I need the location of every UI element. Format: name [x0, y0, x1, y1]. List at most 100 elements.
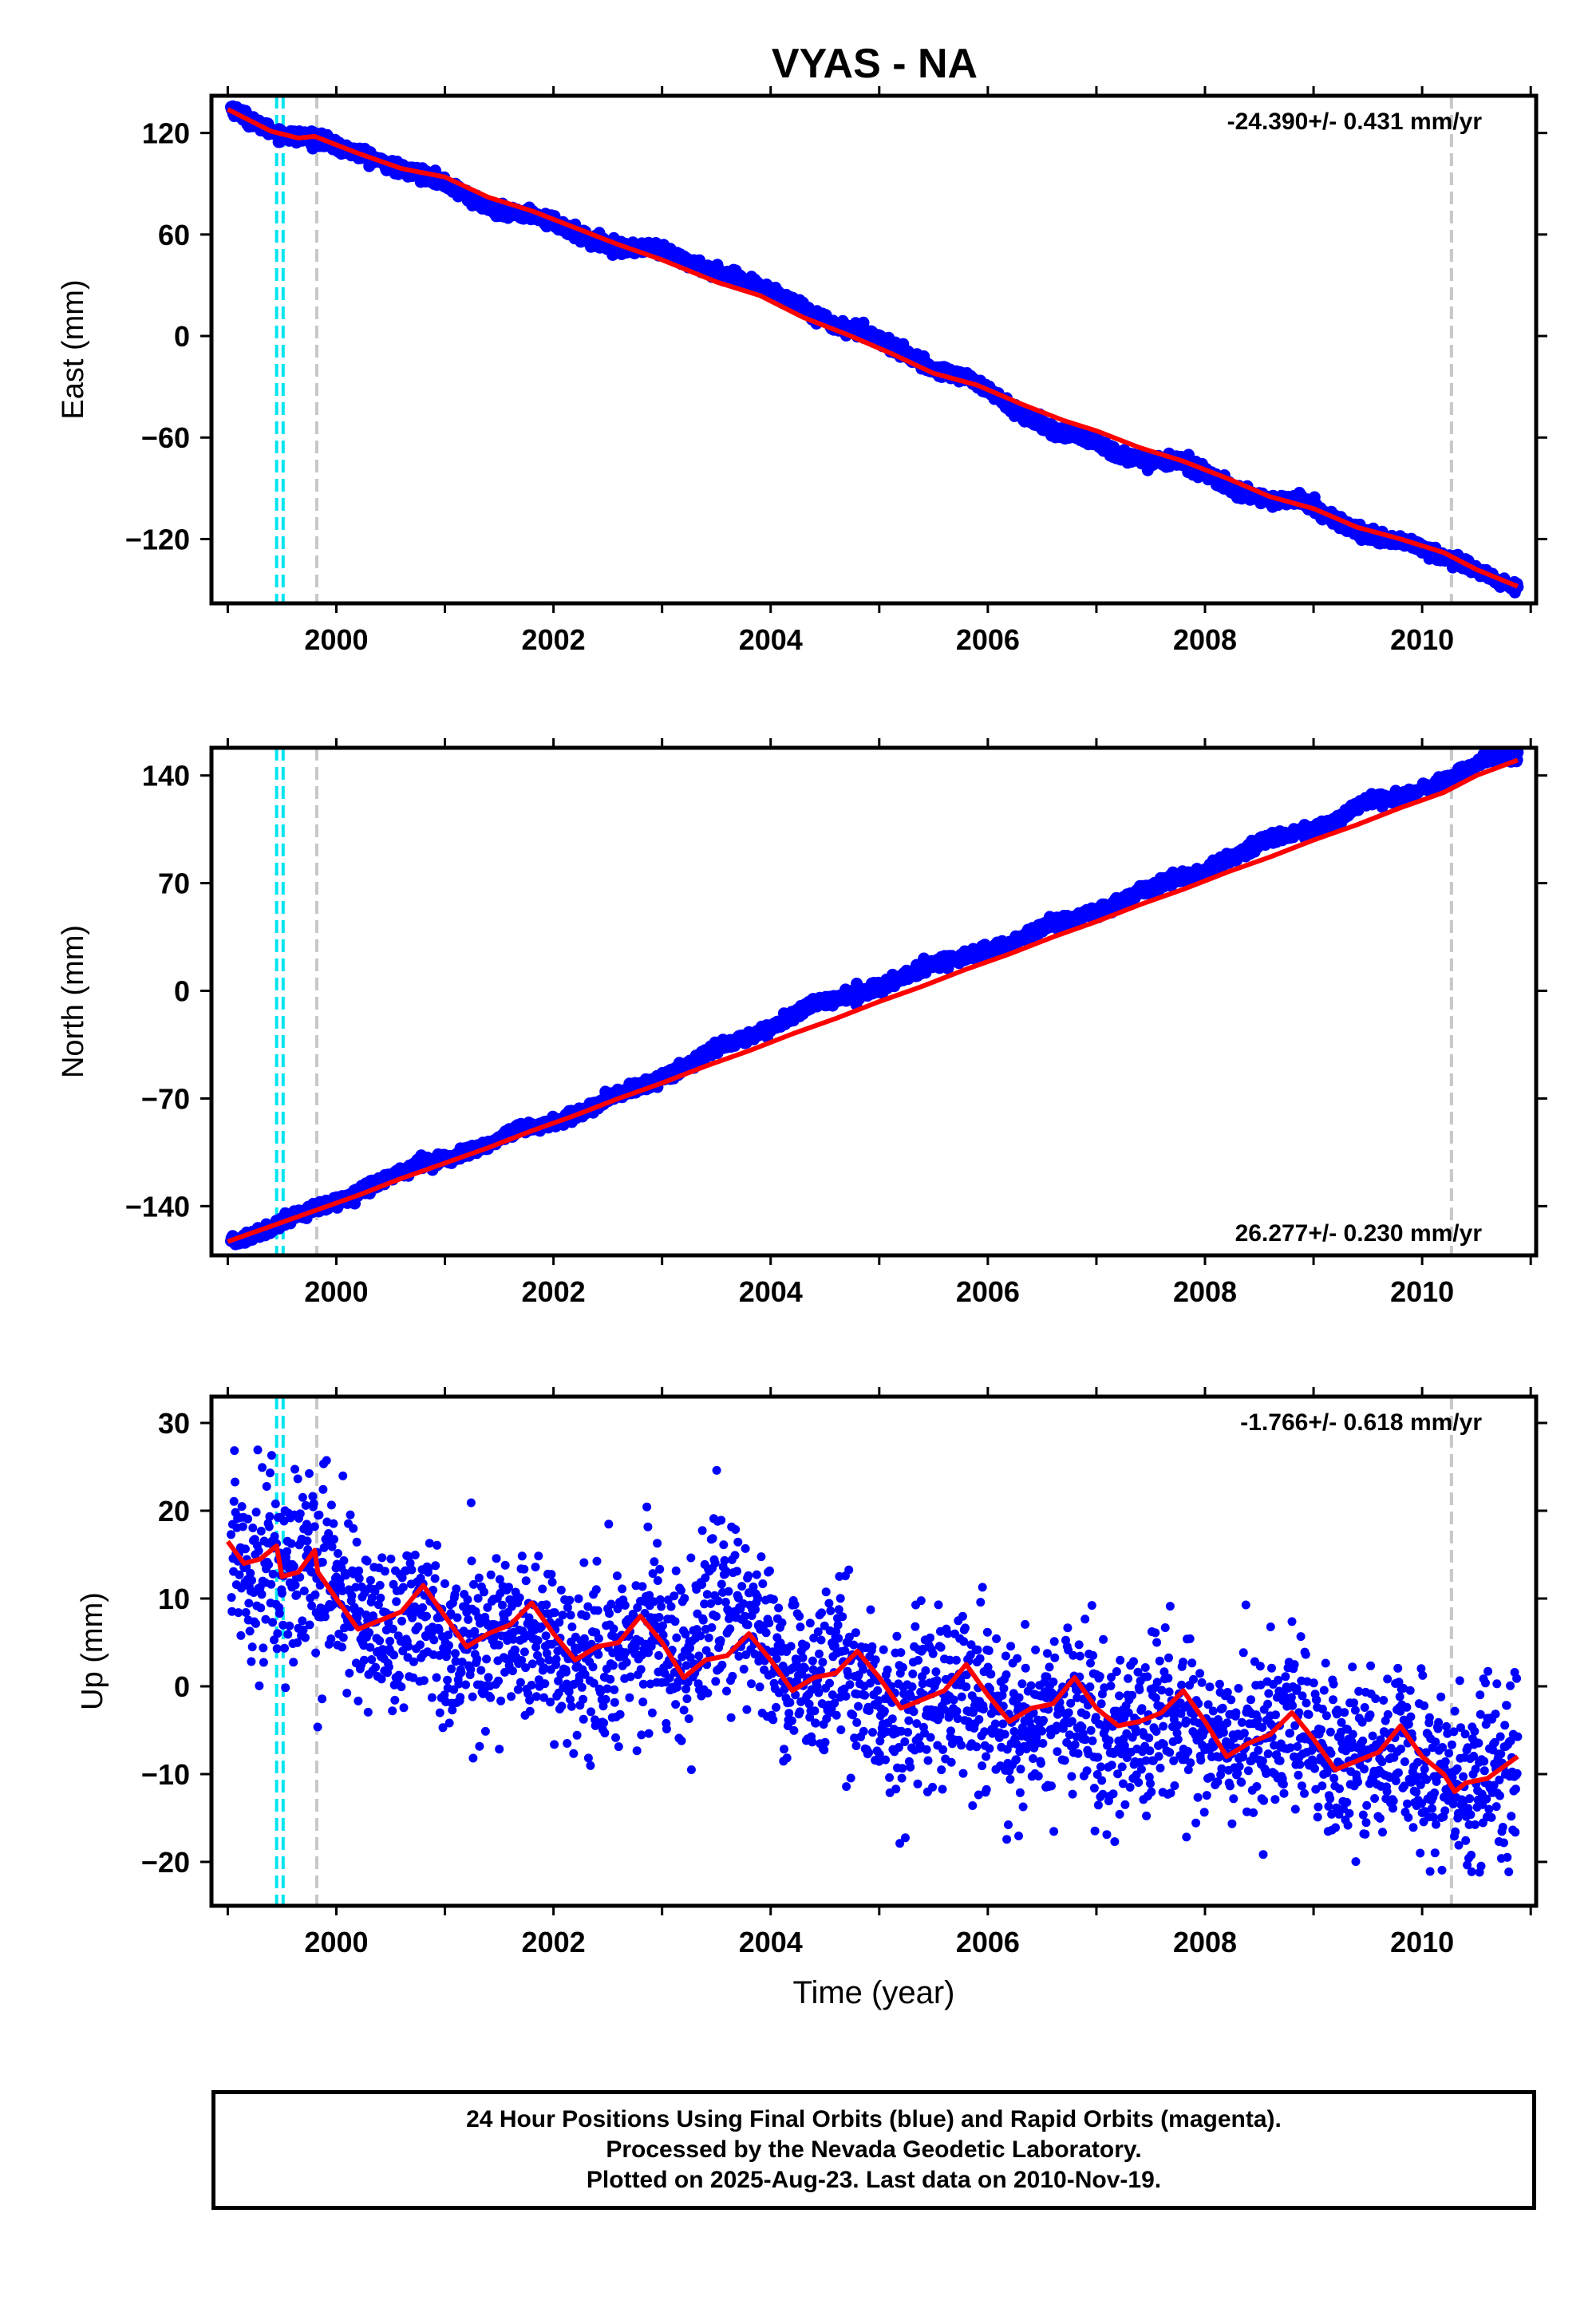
position-point: [245, 1626, 255, 1636]
y-tick-label: 60: [158, 219, 190, 251]
daily-positions: [227, 1445, 1523, 1877]
position-point: [318, 1558, 327, 1567]
position-point: [315, 1580, 325, 1590]
y-axis-label: North (mm): [57, 925, 90, 1078]
position-point: [265, 1512, 275, 1521]
position-point: [308, 1492, 318, 1501]
position-point: [289, 1658, 298, 1667]
position-point: [329, 1519, 338, 1528]
y-tick-label: −70: [141, 1082, 190, 1115]
position-point: [318, 1694, 327, 1704]
x-tick-label: 2000: [304, 1275, 368, 1308]
position-point: [261, 1614, 271, 1624]
position-point: [299, 1587, 309, 1595]
position-point: [354, 1696, 363, 1705]
position-point: [309, 1499, 318, 1508]
position-point: [313, 1722, 322, 1732]
position-point: [334, 1549, 342, 1558]
up-panel: 2000 2002 2004 2006 2008 20103020100−10−20Up …: [76, 1387, 1547, 2010]
position-point: [231, 1477, 239, 1487]
x-tick-label: 2008: [1173, 623, 1237, 656]
position-point: [303, 1545, 313, 1555]
position-point: [267, 1451, 276, 1460]
position-point: [257, 1590, 267, 1599]
position-point: [298, 1616, 307, 1626]
position-point: [311, 1648, 321, 1658]
position-point: [354, 1574, 364, 1583]
position-point: [310, 1522, 319, 1531]
velocity-label: 26.277+/- 0.230 mm/yr: [1235, 1220, 1483, 1247]
position-point: [286, 1539, 296, 1548]
y-tick-label: 120: [142, 117, 190, 150]
position-point: [271, 1499, 280, 1508]
position-point: [352, 1537, 361, 1547]
position-point: [266, 1468, 275, 1478]
position-point: [330, 1535, 338, 1544]
position-point: [282, 1547, 292, 1556]
position-point: [293, 1474, 302, 1484]
position-point: [314, 1510, 324, 1520]
position-point: [230, 1446, 239, 1456]
position-point: [302, 1520, 311, 1529]
position-point: [293, 1638, 302, 1647]
position-point: [264, 1522, 274, 1531]
x-tick-label: 2010: [1390, 1275, 1454, 1308]
position-point: [229, 1496, 239, 1506]
model-fit-line: [227, 107, 1519, 589]
position-point: [243, 1514, 253, 1524]
x-tick-label: 2002: [522, 1275, 586, 1308]
position-point: [345, 1669, 354, 1678]
y-tick-label: −140: [125, 1190, 190, 1223]
position-point: [349, 1524, 358, 1533]
position-point: [327, 1542, 337, 1551]
position-point: [234, 1608, 243, 1618]
position-point: [301, 1500, 310, 1510]
plot-area: [225, 96, 1524, 603]
position-point: [251, 1618, 260, 1628]
position-point: [281, 1683, 290, 1693]
x-tick-label: 2004: [739, 623, 803, 656]
position-point: [1511, 748, 1524, 759]
position-point: [295, 1509, 305, 1519]
x-tick-label: 2006: [956, 1275, 1020, 1308]
position-point: [251, 1508, 261, 1517]
east-panel: 2000 2002 2004 2006 2008 2010120600−60−120Eas…: [57, 86, 1547, 656]
position-point: [270, 1635, 279, 1645]
position-point: [346, 1510, 355, 1520]
y-tick-label: 0: [174, 320, 190, 353]
position-point: [354, 1566, 364, 1575]
position-point: [241, 1608, 251, 1617]
position-point: [248, 1524, 258, 1532]
y-tick-label: 140: [142, 760, 190, 792]
y-tick-label: −120: [125, 523, 190, 555]
position-point: [236, 1630, 246, 1640]
position-point: [292, 1590, 302, 1599]
position-point: [253, 1445, 263, 1455]
position-point: [290, 1464, 299, 1474]
x-tick-label: 2010: [1390, 623, 1454, 656]
position-point: [285, 1621, 294, 1630]
plot-title: VYAS - NA: [772, 41, 978, 87]
position-point: [268, 1569, 278, 1579]
position-point: [246, 1568, 255, 1578]
position-point: [307, 1601, 317, 1611]
position-point: [272, 1644, 282, 1654]
position-point: [244, 1599, 254, 1608]
position-point: [289, 1562, 298, 1571]
plot-area: [225, 748, 1524, 1255]
position-point: [326, 1634, 336, 1643]
position-point: [301, 1633, 310, 1642]
position-point: [259, 1643, 268, 1653]
position-point: [256, 1527, 266, 1535]
position-point: [342, 1689, 352, 1697]
position-point: [341, 1571, 350, 1580]
plot-area: [225, 1397, 1523, 1906]
position-point: [302, 1536, 312, 1546]
position-point: [339, 1556, 349, 1565]
position-point: [305, 1468, 314, 1478]
position-point: [338, 1642, 346, 1652]
position-point: [277, 1588, 286, 1598]
position-point: [227, 1593, 236, 1603]
position-point: [338, 1633, 348, 1642]
